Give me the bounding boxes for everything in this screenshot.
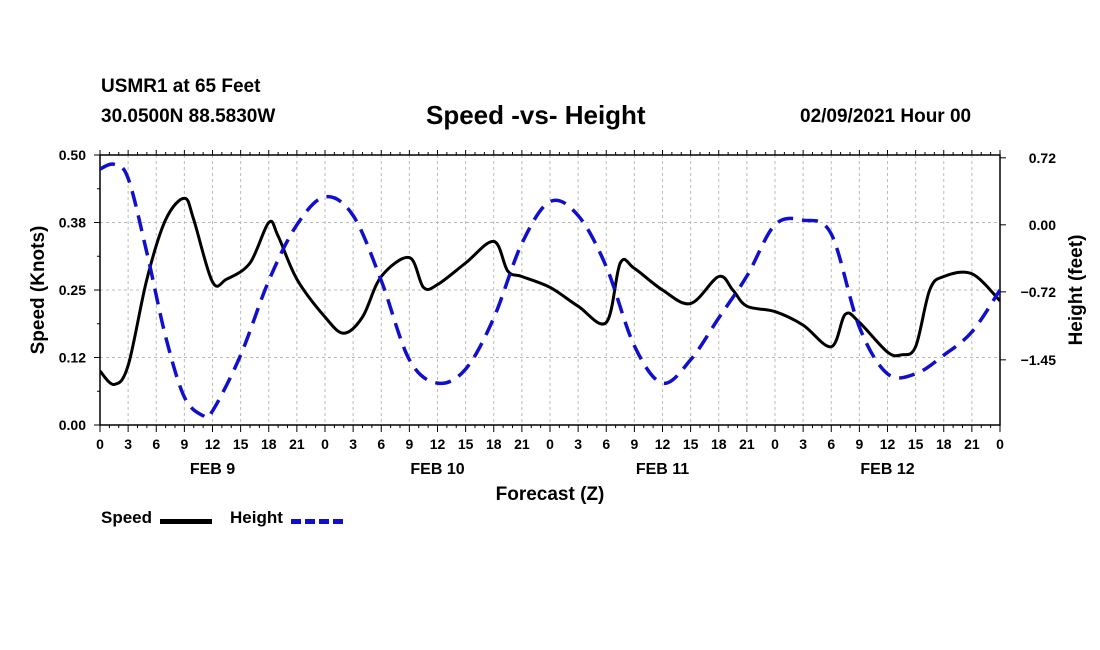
x-tick-label: 0 <box>996 436 1004 452</box>
x-tick-label: 6 <box>377 436 385 452</box>
chart-title: Speed -vs- Height <box>426 100 646 130</box>
x-tick-label: 21 <box>514 436 530 452</box>
x-tick-label: 3 <box>799 436 807 452</box>
day-label: FEB 9 <box>190 461 235 478</box>
left-tick-label: 0.50 <box>59 147 86 163</box>
left-tick-label: 0.00 <box>59 417 86 433</box>
day-label: FEB 11 <box>636 461 689 478</box>
x-tick-label: 15 <box>233 436 249 452</box>
y-axis-title-right: Height (feet) <box>1066 235 1087 346</box>
x-tick-label: 3 <box>349 436 357 452</box>
x-tick-label: 0 <box>546 436 554 452</box>
x-tick-label: 15 <box>683 436 699 452</box>
right-tick-label: 0.72 <box>1029 150 1056 166</box>
left-tick-label: 0.12 <box>59 350 86 366</box>
y-axis-title-left: Speed (Knots) <box>28 226 49 355</box>
x-tick-label: 18 <box>711 436 727 452</box>
x-tick-label: 6 <box>602 436 610 452</box>
x-tick-label: 21 <box>739 436 755 452</box>
x-tick-label: 21 <box>964 436 980 452</box>
x-tick-label: 6 <box>827 436 835 452</box>
x-tick-label: 3 <box>574 436 582 452</box>
x-tick-label: 21 <box>289 436 305 452</box>
x-axis-title: Forecast (Z) <box>496 484 605 505</box>
series-line-height <box>100 162 1000 420</box>
x-tick-label: 9 <box>405 436 413 452</box>
x-tick-label: 9 <box>630 436 638 452</box>
left-tick-label: 0.38 <box>59 215 86 231</box>
right-tick-label: −0.72 <box>1021 284 1057 300</box>
coordinates-label: 30.0500N 88.5830W <box>101 106 276 127</box>
x-tick-label: 0 <box>771 436 779 452</box>
x-tick-label: 6 <box>152 436 160 452</box>
x-tick-label: 18 <box>486 436 502 452</box>
x-tick-label: 9 <box>180 436 188 452</box>
x-tick-label: 9 <box>855 436 863 452</box>
day-label: FEB 10 <box>410 461 464 478</box>
legend-speed-swatch <box>160 519 212 524</box>
station-label: USMR1 at 65 Feet <box>101 76 261 97</box>
left-tick-label: 0.25 <box>59 282 86 298</box>
x-tick-label: 12 <box>655 436 671 452</box>
legend-speed-label: Speed <box>101 508 153 527</box>
x-tick-label: 18 <box>261 436 277 452</box>
right-tick-label: −1.45 <box>1021 352 1057 368</box>
x-tick-label: 18 <box>936 436 952 452</box>
x-tick-label: 12 <box>430 436 446 452</box>
x-tick-label: 0 <box>321 436 329 452</box>
date-label: 02/09/2021 Hour 00 <box>800 106 972 127</box>
day-label: FEB 12 <box>860 461 914 478</box>
legend-height-label: Height <box>230 508 283 527</box>
x-tick-label: 15 <box>908 436 924 452</box>
legend-height-swatch <box>291 519 343 524</box>
series-line-speed <box>100 196 1000 386</box>
x-tick-label: 15 <box>458 436 474 452</box>
right-tick-label: 0.00 <box>1029 217 1056 233</box>
x-tick-label: 12 <box>880 436 896 452</box>
x-tick-label: 12 <box>205 436 221 452</box>
x-tick-label: 0 <box>96 436 104 452</box>
x-tick-label: 3 <box>124 436 132 452</box>
